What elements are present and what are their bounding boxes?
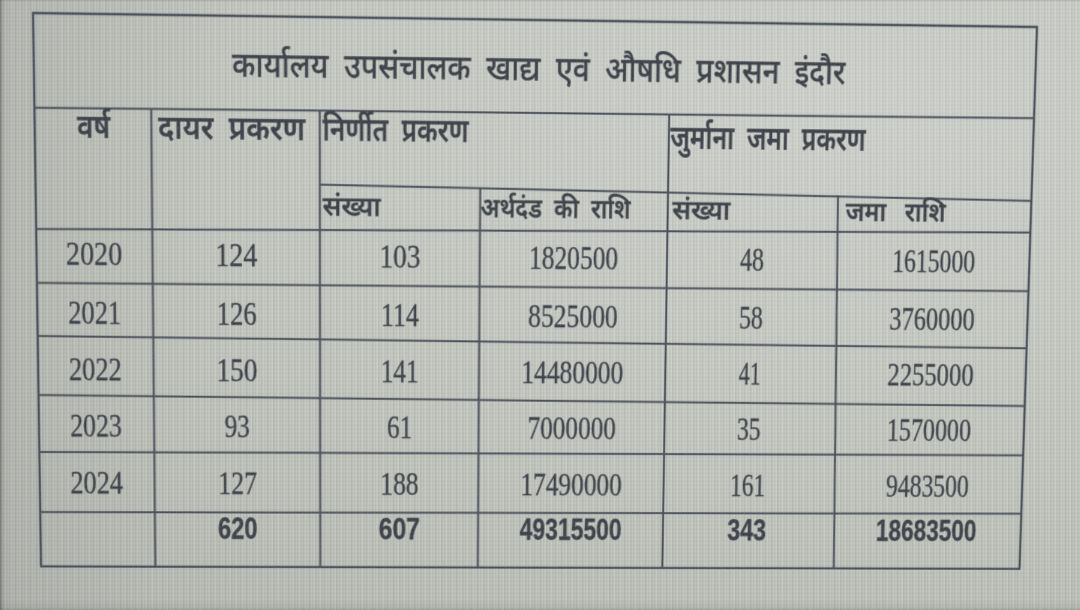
svg-text:161: 161 <box>730 469 766 504</box>
svg-text:2022: 2022 <box>69 353 122 389</box>
svg-text:2021: 2021 <box>68 295 121 331</box>
svg-text:93: 93 <box>224 409 249 445</box>
svg-text:1615000: 1615000 <box>892 244 976 280</box>
svg-text:41: 41 <box>738 357 761 392</box>
svg-text:2024: 2024 <box>70 466 123 502</box>
svg-text:9483500: 9483500 <box>885 470 969 505</box>
svg-text:620: 620 <box>218 511 258 545</box>
svg-text:343: 343 <box>727 513 766 547</box>
svg-text:124: 124 <box>215 238 257 274</box>
svg-text:607: 607 <box>379 512 420 546</box>
svg-text:49315500: 49315500 <box>519 512 621 546</box>
svg-text:141: 141 <box>381 355 419 391</box>
svg-text:35: 35 <box>737 412 761 447</box>
svg-text:14480000: 14480000 <box>521 356 623 392</box>
svg-text:3760000: 3760000 <box>889 302 975 338</box>
svg-text:17490000: 17490000 <box>520 468 622 503</box>
svg-text:150: 150 <box>216 354 257 390</box>
svg-text:48: 48 <box>740 243 765 279</box>
svg-text:58: 58 <box>739 301 764 337</box>
svg-text:126: 126 <box>217 297 257 333</box>
svg-text:18683500: 18683500 <box>875 514 977 548</box>
svg-text:114: 114 <box>381 298 419 334</box>
svg-text:2255000: 2255000 <box>887 358 974 394</box>
svg-text:1820500: 1820500 <box>529 241 618 278</box>
svg-text:2020: 2020 <box>66 237 123 274</box>
svg-text:1570000: 1570000 <box>886 413 971 448</box>
svg-text:2023: 2023 <box>70 409 122 445</box>
svg-text:7000000: 7000000 <box>527 411 616 447</box>
svg-text:127: 127 <box>218 467 257 502</box>
svg-text:8525000: 8525000 <box>528 299 618 335</box>
svg-text:61: 61 <box>387 410 412 445</box>
svg-text:188: 188 <box>380 468 419 503</box>
svg-text:103: 103 <box>380 240 421 276</box>
